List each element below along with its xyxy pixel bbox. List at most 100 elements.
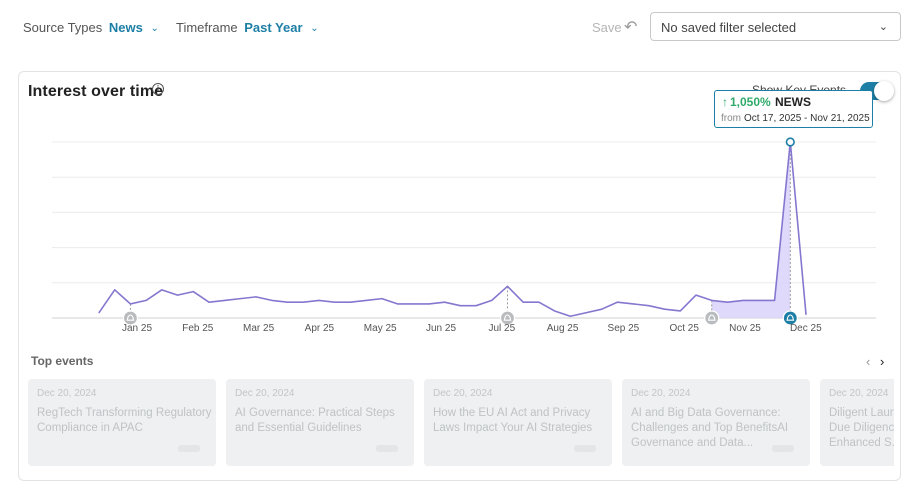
arrow-up-icon: ↑ (722, 95, 728, 109)
tooltip-change-value: 1,050% (730, 95, 771, 109)
data-point (585, 312, 586, 313)
event-placeholder-icon (178, 445, 200, 452)
data-point (256, 296, 257, 297)
series-line (99, 142, 806, 316)
event-title: AI Governance: Practical Steps and Essen… (235, 406, 411, 436)
data-point (617, 302, 618, 303)
bell-icon (705, 311, 719, 325)
tooltip-range-value: Oct 17, 2025 - Nov 21, 2025 (744, 113, 870, 124)
event-title: How the EU AI Act and Privacy Laws Impac… (433, 406, 609, 436)
x-tick-label: Oct 25 (669, 323, 699, 334)
x-tick-label: Apr 25 (305, 323, 335, 334)
data-point (743, 300, 744, 301)
data-point (287, 302, 288, 303)
timeframe-value: Past Year (244, 20, 302, 35)
x-tick-label: Sep 25 (608, 323, 640, 334)
x-tick-label: Jul 25 (488, 323, 515, 334)
data-point (365, 300, 366, 301)
saved-filter-value: No saved filter selected (661, 20, 796, 35)
source-types-label: Source Types (23, 20, 102, 35)
top-events-title: Top events (31, 354, 93, 368)
event-card[interactable]: Dec 20, 2024 RegTech Transforming Regula… (28, 379, 216, 466)
top-events-carousel: Dec 20, 2024 RegTech Transforming Regula… (28, 379, 894, 467)
chevron-down-icon: ⌄ (879, 20, 888, 33)
data-point (727, 302, 728, 303)
event-card[interactable]: Dec 20, 2024 How the EU AI Act and Priva… (424, 379, 612, 466)
data-point (208, 302, 209, 303)
chevron-down-icon: ⌄ (310, 23, 318, 34)
data-point (523, 302, 524, 303)
event-date: Dec 20, 2024 (433, 388, 493, 399)
x-tick-label: Mar 25 (243, 323, 275, 334)
data-point (98, 312, 99, 313)
data-point (161, 289, 162, 290)
toolbar: Source Types News ⌄ Timeframe Past Year … (0, 0, 923, 56)
data-point (428, 303, 429, 304)
chevron-down-icon: ⌄ (150, 23, 158, 34)
data-point (318, 300, 319, 301)
event-card[interactable]: Dec 20, 2024 AI and Big Data Governance:… (622, 379, 810, 466)
data-point (695, 295, 696, 296)
data-point (805, 314, 806, 315)
data-point (460, 305, 461, 306)
data-point (601, 309, 602, 310)
data-point (758, 300, 759, 301)
event-date: Dec 20, 2024 (235, 388, 295, 399)
data-point (444, 302, 445, 303)
event-placeholder-icon (772, 445, 794, 452)
event-date: Dec 20, 2024 (631, 388, 691, 399)
event-title: RegTech Transforming Regulatory Complian… (37, 406, 213, 436)
data-point (146, 300, 147, 301)
tooltip-from-label: from (721, 113, 741, 124)
data-point (680, 310, 681, 311)
x-tick-label: Nov 25 (729, 323, 761, 334)
tooltip-source: NEWS (775, 95, 811, 109)
data-point (271, 300, 272, 301)
undo-icon[interactable]: ↶ (624, 17, 637, 37)
data-point (507, 286, 508, 287)
x-tick-label: Aug 25 (547, 323, 579, 334)
data-point (554, 310, 555, 311)
data-point (538, 302, 539, 303)
x-tick-label: May 25 (364, 323, 397, 334)
event-card[interactable]: Dec 20, 2024 Diligent Launches AI-Powere… (820, 379, 894, 466)
timeframe-filter[interactable]: Timeframe Past Year ⌄ (176, 20, 319, 35)
tooltip-change: ↑ 1,050% (722, 95, 771, 109)
save-button[interactable]: Save (592, 20, 622, 35)
data-point (130, 303, 131, 304)
event-title: Diligent Launches AI-Powered Due Diligen… (829, 406, 894, 451)
data-point (224, 300, 225, 301)
event-placeholder-icon (574, 445, 596, 452)
timeframe-label: Timeframe (176, 20, 238, 35)
data-point (570, 316, 571, 317)
data-point (475, 305, 476, 306)
source-types-filter[interactable]: Source Types News ⌄ (23, 20, 159, 35)
event-date: Dec 20, 2024 (37, 388, 97, 399)
tooltip-range: from Oct 17, 2025 - Nov 21, 2025 (721, 113, 870, 124)
data-point (491, 300, 492, 301)
peak-tooltip: ↑ 1,050% NEWS from Oct 17, 2025 - Nov 21, … (714, 90, 873, 128)
saved-filter-select[interactable]: No saved filter selected ⌄ (650, 12, 901, 41)
next-events-button[interactable]: › (880, 354, 884, 369)
data-point (177, 295, 178, 296)
highlighted-area (712, 142, 791, 318)
data-point (633, 303, 634, 304)
data-point (648, 305, 649, 306)
data-point (381, 298, 382, 299)
x-tick-label: Jan 25 (122, 323, 152, 334)
data-point (774, 300, 775, 301)
x-tick-label: Feb 25 (182, 323, 214, 334)
prev-events-button[interactable]: ‹ (866, 354, 870, 369)
event-date: Dec 20, 2024 (829, 388, 889, 399)
interest-over-time-card: Interest over time i Show Key Events Jan… (18, 71, 901, 481)
data-point (334, 302, 335, 303)
data-point (303, 302, 304, 303)
x-tick-label: Jun 25 (426, 323, 456, 334)
data-point (240, 298, 241, 299)
data-point (114, 289, 115, 290)
data-point (350, 302, 351, 303)
data-point (193, 291, 194, 292)
source-types-value: News (109, 20, 143, 35)
peak-point (786, 138, 794, 146)
event-card[interactable]: Dec 20, 2024 AI Governance: Practical St… (226, 379, 414, 466)
